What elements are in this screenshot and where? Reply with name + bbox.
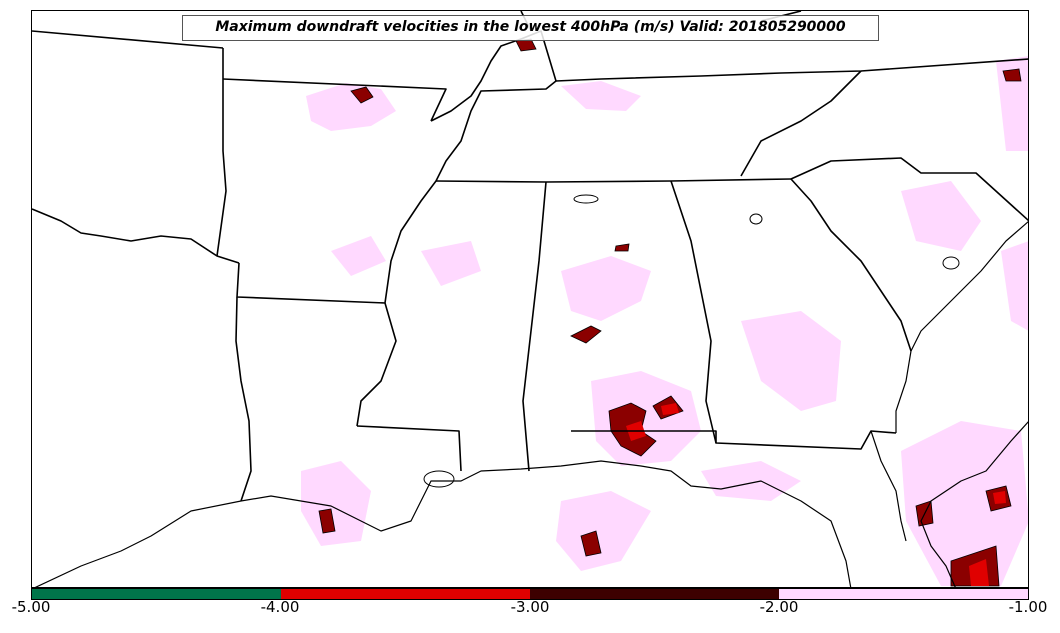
oklahoma-arkansas-line [216,48,227,257]
light-area-gulf [556,491,651,571]
carolina-coast [895,221,1028,433]
colorbar-tick-3: -3.00 [510,598,550,616]
kansas-oklahoma-line [32,30,224,49]
colorbar-tick-1: -5.00 [11,598,51,616]
light-area-texas [331,236,386,276]
tennessee-kentucky-line [555,58,1028,82]
map-title: Maximum downdraft velocities in the lowe… [182,15,879,41]
georgia-south-carolina-line [790,178,912,352]
lake-4 [423,470,455,488]
red-core-alabama-2 [661,403,679,415]
colorbar-bin-1 [32,589,281,599]
strong-cell-virginia [1002,68,1022,82]
colorbar-bin-2 [281,589,530,599]
coastlines [34,221,1028,587]
strong-cell-alabama-1 [570,325,602,344]
mississippi-river [356,30,557,427]
texas-coast [34,460,852,587]
lake-3 [942,256,960,270]
light-area-florida-panhandle [701,461,801,501]
light-area-florida-east [901,421,1028,586]
red-core-florida [969,559,989,586]
strong-cell-alabama-2 [614,243,630,252]
light-area-mississippi [421,241,481,286]
strong-cell-louisiana [318,508,336,534]
light-area-tennessee [561,81,641,111]
light-area-louisiana [301,461,371,546]
state-borders [32,11,1028,502]
map-panel [31,10,1029,588]
alabama-florida-line [571,430,897,450]
downdraft-red-cores [626,403,1006,586]
light-area-alabama-central [561,256,651,321]
colorbar-tick-5: -1.00 [1008,598,1048,616]
virginia-nc-line [740,70,862,177]
light-area-georgia [741,311,841,411]
colorbar-tick-2: -4.00 [260,598,300,616]
tennessee-south-line [545,178,792,183]
texas-red-river [32,208,240,264]
missouri-arkansas-line [222,78,447,122]
gulf-inner-coast [870,430,907,542]
colorbar-bin-4 [779,589,1028,599]
colorbar [31,588,1029,600]
lake-2 [749,213,763,225]
light-area-alabama-south [591,371,701,466]
north-carolina-south-carolina [790,157,1028,222]
texas-louisiana-line [235,296,252,502]
tennessee-mississippi-line [435,180,547,183]
lakes [423,194,960,488]
red-core-florida-2 [993,491,1006,504]
colorbar-tick-4: -2.00 [759,598,799,616]
alabama-georgia-line [670,180,717,444]
lake-1 [573,194,599,204]
colorbar-bin-3 [530,589,779,599]
mississippi-alabama-line [522,181,547,472]
strong-cell-gulf [580,530,602,557]
light-area-arkansas [306,83,396,131]
light-area-carolina [901,181,981,251]
light-area-atlantic [1001,241,1028,331]
map-svg [32,11,1028,587]
louisiana-mississippi-line [356,425,462,472]
florida-atlantic-coast [920,421,1028,587]
strong-cell-arkansas [350,86,374,104]
